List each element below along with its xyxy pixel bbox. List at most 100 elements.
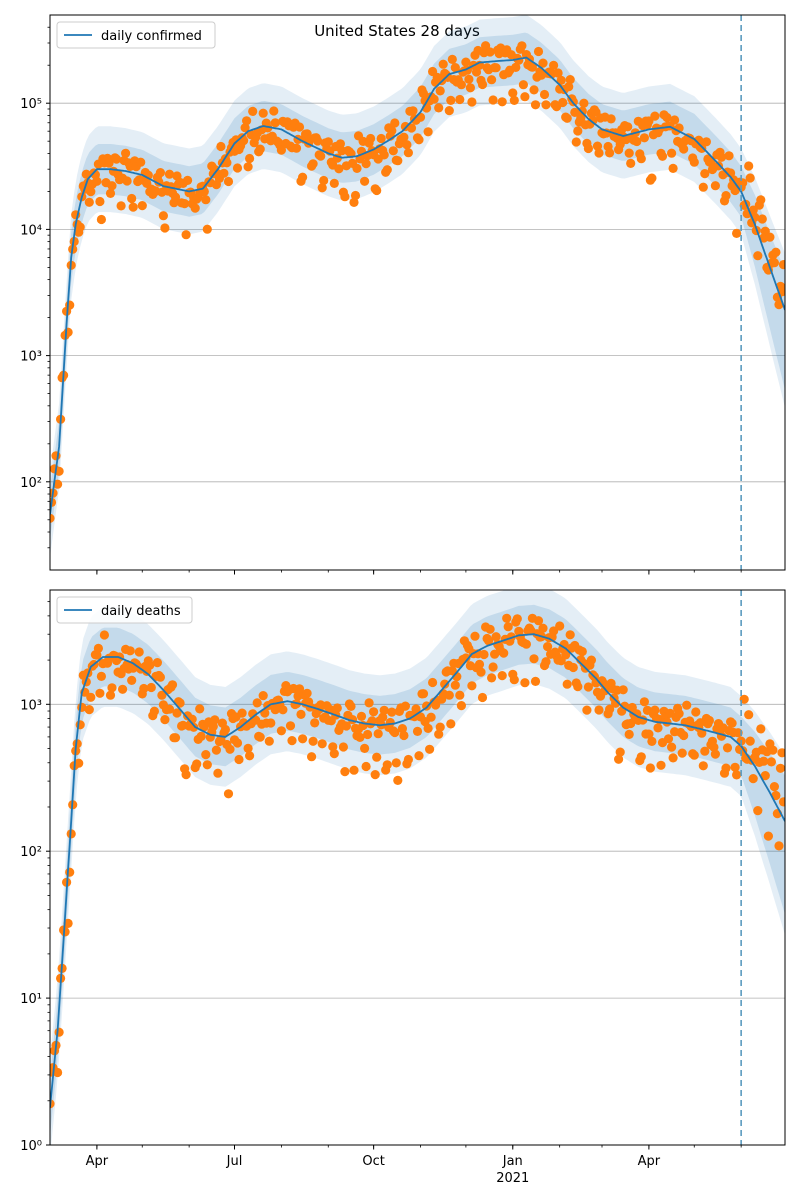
confirmed-data-point bbox=[104, 158, 114, 168]
deaths-data-point bbox=[382, 760, 392, 770]
deaths-data-point bbox=[145, 660, 155, 670]
deaths-data-point bbox=[385, 717, 395, 728]
confirmed-panel: 10² 10³ 10⁴ 10⁵ daily confirmed bbox=[20, 14, 786, 575]
deaths-data-point bbox=[372, 752, 382, 762]
confirmed-data-point bbox=[647, 173, 657, 183]
deaths-data-point bbox=[164, 704, 175, 714]
deaths-data-point bbox=[414, 751, 424, 761]
confirmed-data-point bbox=[181, 230, 191, 240]
confirmed-data-point bbox=[588, 115, 598, 126]
confirmed-data-point bbox=[128, 202, 138, 212]
deaths-data-point bbox=[650, 705, 660, 715]
confirmed-data-point bbox=[624, 148, 634, 158]
confirmed-y-tick-label: 10⁵ bbox=[20, 97, 42, 112]
deaths-data-point bbox=[744, 710, 754, 720]
confirmed-data-point bbox=[732, 228, 742, 238]
deaths-data-point bbox=[356, 711, 367, 722]
deaths-data-point bbox=[479, 649, 489, 660]
confirmed-data-point bbox=[388, 146, 398, 156]
deaths-data-point bbox=[691, 707, 701, 717]
deaths-data-point bbox=[84, 705, 94, 715]
deaths-data-point bbox=[213, 768, 223, 778]
deaths-data-point bbox=[60, 927, 70, 937]
confirmed-data-point bbox=[592, 141, 603, 151]
confirmed-legend-box bbox=[56, 21, 216, 49]
deaths-data-point bbox=[93, 643, 103, 654]
confirmed-data-point bbox=[429, 94, 439, 104]
deaths-data-point bbox=[467, 681, 477, 691]
deaths-data-point bbox=[307, 752, 317, 762]
deaths-data-point bbox=[196, 731, 206, 742]
confirmed-data-point bbox=[155, 168, 165, 178]
deaths-data-point bbox=[721, 763, 731, 773]
confirmed-data-point bbox=[75, 222, 85, 232]
deaths-data-point bbox=[340, 767, 350, 777]
deaths-data-point bbox=[86, 692, 96, 702]
deaths-data-point bbox=[512, 614, 522, 624]
confirmed-data-point bbox=[774, 300, 784, 310]
confirmed-data-point bbox=[313, 136, 323, 146]
deaths-data-point bbox=[364, 698, 374, 708]
confirmed-data-point bbox=[222, 158, 232, 168]
confirmed-data-point bbox=[105, 188, 116, 198]
confirmed-data-point bbox=[456, 80, 466, 90]
confirmed-data-point bbox=[446, 95, 456, 105]
confirmed-data-point bbox=[399, 132, 409, 142]
confirmed-data-point bbox=[769, 258, 780, 268]
confirmed-data-point bbox=[553, 68, 563, 78]
deaths-data-point bbox=[105, 690, 116, 700]
deaths-data-point bbox=[583, 682, 594, 692]
deaths-data-point bbox=[298, 734, 308, 744]
deaths-data-point bbox=[369, 707, 379, 717]
deaths-data-point bbox=[577, 646, 587, 657]
deaths-data-point bbox=[663, 734, 674, 744]
deaths-data-point bbox=[155, 672, 165, 682]
confirmed-data-point bbox=[520, 92, 530, 102]
confirmed-data-point bbox=[667, 148, 677, 158]
confirmed-data-point bbox=[662, 112, 672, 123]
deaths-data-point bbox=[573, 682, 583, 692]
deaths-data-point bbox=[485, 624, 495, 634]
confirmed-data-point bbox=[319, 175, 329, 186]
deaths-data-point bbox=[360, 743, 370, 754]
deaths-data-point bbox=[423, 723, 433, 734]
deaths-data-point bbox=[285, 721, 296, 731]
deaths-data-point bbox=[400, 701, 410, 711]
deaths-data-point bbox=[656, 760, 666, 770]
confirmed-data-point bbox=[455, 94, 465, 105]
confirmed-axes-frame bbox=[49, 14, 786, 571]
deaths-data-point bbox=[225, 744, 235, 754]
deaths-data-point bbox=[477, 692, 488, 703]
confirmed-data-point bbox=[670, 115, 680, 125]
deaths-data-point bbox=[96, 671, 106, 682]
confirmed-data-point bbox=[650, 111, 660, 121]
deaths-data-point bbox=[264, 736, 274, 746]
confirmed-data-point bbox=[240, 123, 250, 133]
confirmed-data-point bbox=[349, 197, 359, 207]
deaths-data-point bbox=[65, 867, 75, 877]
deaths-data-point bbox=[170, 733, 181, 743]
confirmed-data-point bbox=[136, 157, 146, 167]
deaths-data-point bbox=[426, 712, 436, 722]
confirmed-data-point bbox=[414, 135, 424, 145]
deaths-data-point bbox=[418, 689, 429, 699]
deaths-data-point bbox=[167, 680, 178, 690]
confirmed-data-point bbox=[137, 201, 147, 211]
deaths-data-point bbox=[296, 709, 306, 720]
deaths-data-point bbox=[446, 719, 456, 729]
confirmed-data-point bbox=[361, 159, 371, 169]
confirmed-data-point bbox=[632, 136, 642, 147]
deaths-data-point bbox=[346, 701, 356, 712]
confirmed-data-point bbox=[223, 176, 234, 187]
confirmed-data-point bbox=[122, 176, 132, 186]
confirmed-data-point bbox=[387, 126, 397, 136]
confirmed-y-tick-label: 10⁴ bbox=[20, 223, 42, 238]
deaths-data-point bbox=[636, 752, 646, 762]
deaths-data-point bbox=[586, 655, 597, 665]
confirmed-data-point bbox=[127, 193, 137, 204]
confirmed-data-point bbox=[116, 201, 126, 211]
confirmed-data-point bbox=[92, 176, 102, 186]
deaths-data-point bbox=[134, 647, 144, 657]
deaths-data-point bbox=[54, 1027, 64, 1037]
confirmed-data-point bbox=[491, 63, 501, 73]
